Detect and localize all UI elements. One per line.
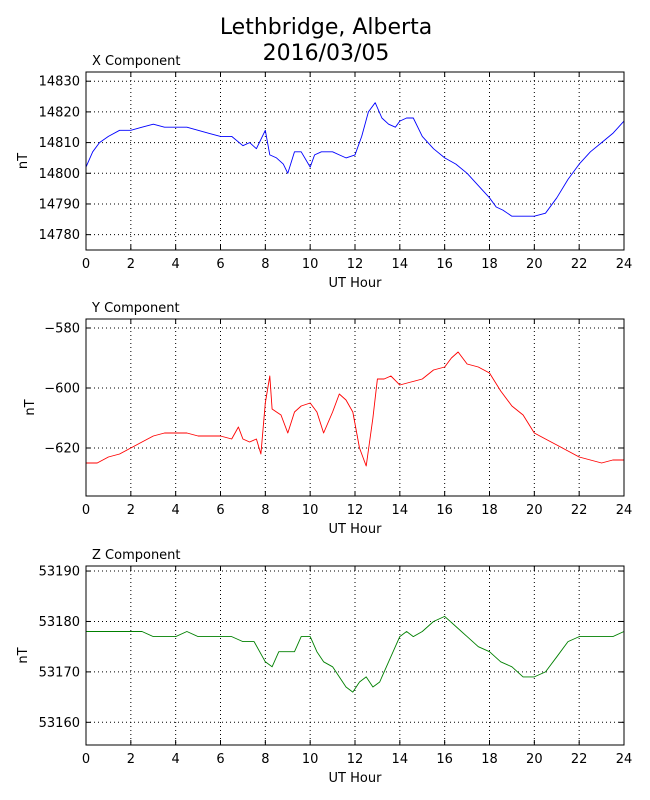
y-tick-label: −600 [44, 382, 80, 397]
x-tick-label: 4 [172, 503, 180, 518]
x-tick-label: 20 [526, 752, 543, 767]
x-tick-label: 8 [261, 752, 269, 767]
x-tick-label: 2 [127, 752, 135, 767]
x-tick-label: 24 [616, 503, 633, 518]
series-line-1 [86, 615, 625, 693]
x-tick-label: 6 [216, 503, 224, 518]
panel-3: 0 2 4 6 8 10 12 14 16 18 20 22 245316053170531805319… [16, 548, 632, 786]
y-tick-label: 14800 [39, 167, 80, 182]
y-tick-label: −580 [44, 322, 80, 337]
x-tick-label: 0 [82, 257, 90, 272]
x-axis-label: UT Hour [329, 771, 383, 786]
x-tick-label: 2 [127, 257, 135, 272]
x-tick-label: 14 [392, 257, 409, 272]
figure-title-line2: 2016/03/05 [263, 41, 390, 66]
x-tick-label: 20 [526, 257, 543, 272]
x-tick-label: 22 [571, 503, 588, 518]
x-axis-label: UT Hour [329, 522, 383, 537]
x-tick-label: 12 [347, 752, 364, 767]
x-tick-label: 16 [436, 752, 453, 767]
y-tick-label: 14780 [39, 228, 80, 243]
x-tick-label: 16 [436, 257, 453, 272]
x-tick-label: 6 [216, 257, 224, 272]
y-tick-label: 14790 [39, 197, 80, 212]
x-tick-label: 20 [526, 503, 543, 518]
y-tick-label: 53180 [39, 615, 80, 630]
y-tick-label: −620 [44, 442, 80, 457]
x-tick-label: 18 [481, 752, 498, 767]
x-tick-label: 0 [82, 503, 90, 518]
x-tick-label: 18 [481, 503, 498, 518]
series-line-1 [85, 102, 625, 217]
y-tick-label: 14810 [39, 136, 80, 151]
y-axis-label: nT [23, 399, 38, 415]
y-axis-label: nT [16, 153, 31, 169]
x-tick-label: 2 [127, 503, 135, 518]
x-tick-label: 8 [261, 503, 269, 518]
y-tick-label: 53170 [39, 665, 80, 680]
x-tick-label: 4 [172, 257, 180, 272]
x-tick-label: 14 [392, 752, 409, 767]
series-line-1 [86, 351, 624, 467]
x-tick-label: 12 [347, 503, 364, 518]
x-tick-label: 18 [481, 257, 498, 272]
x-tick-label: 12 [347, 257, 364, 272]
x-tick-label: 6 [216, 752, 224, 767]
y-tick-label: 14820 [39, 105, 80, 120]
panel-1: 0 2 4 6 8 10 12 14 16 18 20 22 241478014790148001481… [16, 54, 632, 291]
x-tick-label: 24 [616, 257, 633, 272]
panels: 0 2 4 6 8 10 12 14 16 18 20 22 241478014790148001481… [16, 54, 632, 786]
x-axis-label: UT Hour [329, 276, 383, 291]
x-tick-label: 24 [616, 752, 633, 767]
y-tick-label: 53160 [39, 716, 80, 731]
figure-title-line1: Lethbridge, Alberta [220, 15, 432, 40]
x-tick-label: 10 [302, 503, 319, 518]
y-tick-label: 53190 [39, 565, 80, 580]
y-tick-label: 14830 [39, 75, 80, 90]
x-tick-label: 22 [571, 752, 588, 767]
x-tick-label: 16 [436, 503, 453, 518]
panel-title: Y Component [91, 301, 180, 316]
x-tick-label: 0 [82, 752, 90, 767]
x-tick-label: 10 [302, 752, 319, 767]
x-tick-label: 10 [302, 257, 319, 272]
x-tick-label: 8 [261, 257, 269, 272]
y-axis-label: nT [16, 647, 31, 663]
panel-title: X Component [92, 54, 181, 69]
x-tick-label: 22 [571, 257, 588, 272]
x-tick-label: 14 [392, 503, 409, 518]
x-tick-label: 4 [172, 752, 180, 767]
panel-title: Z Component [92, 548, 181, 563]
